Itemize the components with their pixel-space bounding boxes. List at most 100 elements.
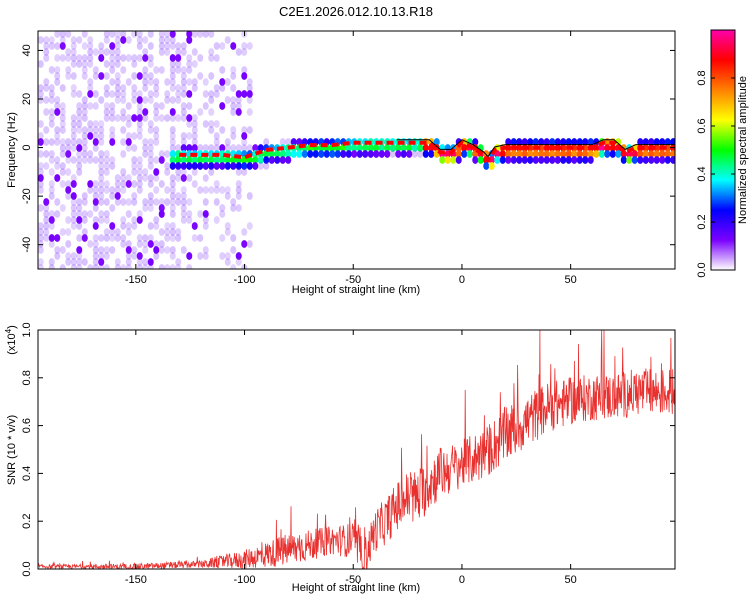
spectrogram-cell (153, 114, 160, 122)
spectrogram-cell (43, 96, 50, 104)
spectrogram-cell (499, 150, 506, 158)
spectrogram-cell (70, 210, 77, 218)
spectrogram-cell (241, 66, 248, 74)
spectrogram-cell (615, 150, 622, 158)
spectrogram-cell (158, 204, 165, 212)
spectrogram-cell (235, 102, 242, 110)
spectrogram-cell (175, 84, 182, 92)
spectrogram-cell (153, 126, 160, 134)
spectrogram-cell (224, 78, 231, 86)
spectrogram-cell (131, 156, 138, 164)
spectrogram-cell (92, 132, 99, 140)
spectrogram-cell (235, 204, 242, 212)
spectrogram-cell (219, 126, 226, 134)
spectrogram-cell (136, 102, 143, 110)
spectrogram-x-label: Height of straight line (km) (292, 284, 420, 296)
spectrogram-cell (76, 252, 83, 260)
spectrogram-cell (246, 42, 253, 50)
spectrogram-cell (582, 138, 589, 146)
spectrogram-cell (81, 102, 88, 110)
spectrogram-cell (268, 156, 275, 164)
spectrogram-cell (92, 102, 99, 110)
spectrogram-cell (252, 144, 259, 152)
spectrogram-cell (400, 144, 407, 152)
spectrogram-cell (54, 132, 61, 140)
spectrogram-cell (87, 210, 94, 218)
spectrogram-cell (98, 72, 105, 80)
spectrogram-cell (109, 66, 116, 74)
spectrogram-cell (120, 66, 127, 74)
spectrogram-cell (114, 186, 121, 194)
spectrogram-cell (186, 54, 193, 62)
spectrogram-cell (169, 138, 176, 146)
spectrogram-cell (92, 222, 99, 230)
spectrogram-cell (92, 240, 99, 248)
spectrogram-cell (54, 126, 61, 134)
spectrogram-cell (142, 168, 149, 176)
spectrogram-cell (48, 120, 55, 128)
spectrogram-cell (81, 138, 88, 146)
spectrogram-cell (65, 240, 72, 248)
spectrogram-cell (87, 186, 94, 194)
spectrogram-cell (43, 84, 50, 92)
spectrogram-cell (142, 144, 149, 152)
spectrogram-cell (191, 120, 198, 128)
spectrogram-cell (230, 162, 237, 170)
spectrogram-cell (257, 162, 264, 170)
spectrogram-cell (153, 252, 160, 260)
spectrogram-cell (659, 138, 666, 146)
spectrogram-cell (175, 144, 182, 152)
spectrogram-cell (38, 186, 44, 194)
spectrogram-cell (59, 120, 66, 128)
spectrogram-cell (180, 66, 187, 74)
spectrogram-cell (48, 186, 55, 194)
spectrogram-cell (76, 162, 83, 170)
spectrogram-cell (87, 84, 94, 92)
spectrogram-cell (98, 42, 105, 50)
spectrogram-cell (136, 108, 143, 116)
spectrogram-cell (76, 150, 83, 158)
spectrogram-cell (521, 138, 528, 146)
spectrogram-cell (208, 54, 215, 62)
spectrogram-cell (169, 132, 176, 140)
spectrogram-cell (147, 234, 154, 242)
spectrogram-cell (109, 114, 116, 122)
spectrogram-cell (65, 252, 72, 260)
spectrogram-cell (466, 150, 473, 158)
spectrogram-cell (70, 180, 77, 188)
spectrogram-cell (180, 102, 187, 110)
spectrogram-cell (136, 252, 143, 260)
spectrogram-cell (103, 198, 110, 206)
spectrogram-cell (241, 162, 248, 170)
spectrogram-cell (92, 198, 99, 206)
spectrogram-cell (120, 90, 127, 98)
spectrogram-cell (158, 42, 165, 50)
spectrogram-cell (670, 138, 675, 146)
spectrogram-cell (186, 60, 193, 68)
spectrogram-cell (120, 150, 127, 158)
spectrogram-cell (241, 48, 248, 56)
spectrogram-cell (340, 144, 347, 152)
spectrogram-cell (48, 180, 55, 188)
spectrogram-cell (191, 138, 198, 146)
spectrogram-cell (81, 96, 88, 104)
spectrogram-cell (224, 156, 231, 164)
spectrogram-cell (180, 174, 187, 182)
spectrogram-cell (169, 198, 176, 206)
spectrogram-cell (191, 234, 198, 242)
spectrogram-cell (549, 156, 556, 164)
spectrogram-cell (98, 132, 105, 140)
spectrogram-cell (98, 264, 105, 269)
spectrogram-cell (180, 90, 187, 98)
spectrogram-cell (54, 234, 61, 242)
spectrogram-cell (43, 204, 50, 212)
spectrogram-cell (153, 78, 160, 86)
spectrogram-cell (202, 210, 209, 218)
spectrogram-cell (670, 150, 675, 158)
spectrogram-cell (175, 258, 182, 266)
spectrogram-cell (43, 234, 50, 242)
spectrogram-cell (147, 192, 154, 200)
spectrogram-cell (279, 138, 286, 146)
spectrogram-cell (109, 31, 116, 38)
snr-y-ticks: 0.0 0.2 0.4 0.6 0.8 1.0 (21, 322, 675, 577)
